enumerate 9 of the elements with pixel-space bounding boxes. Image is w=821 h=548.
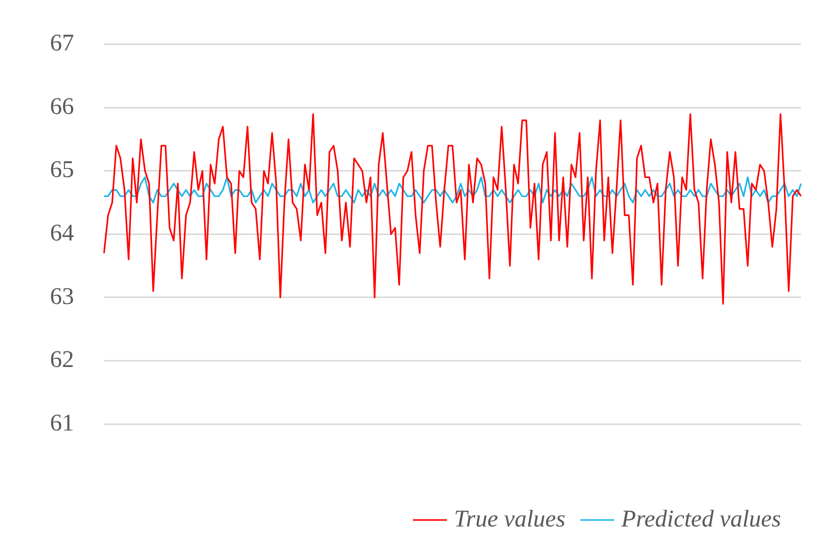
y-tick-label: 61 (50, 410, 74, 436)
y-tick-label: 62 (50, 347, 74, 374)
y-tick-label: 67 (50, 30, 74, 57)
legend-label: Predicted values (620, 506, 782, 532)
legend-label: True values (454, 506, 566, 532)
y-tick-label: 63 (50, 284, 74, 310)
y-tick-label: 66 (50, 94, 74, 120)
y-tick-label: 65 (50, 157, 74, 184)
y-tick-label: 64 (50, 220, 74, 246)
